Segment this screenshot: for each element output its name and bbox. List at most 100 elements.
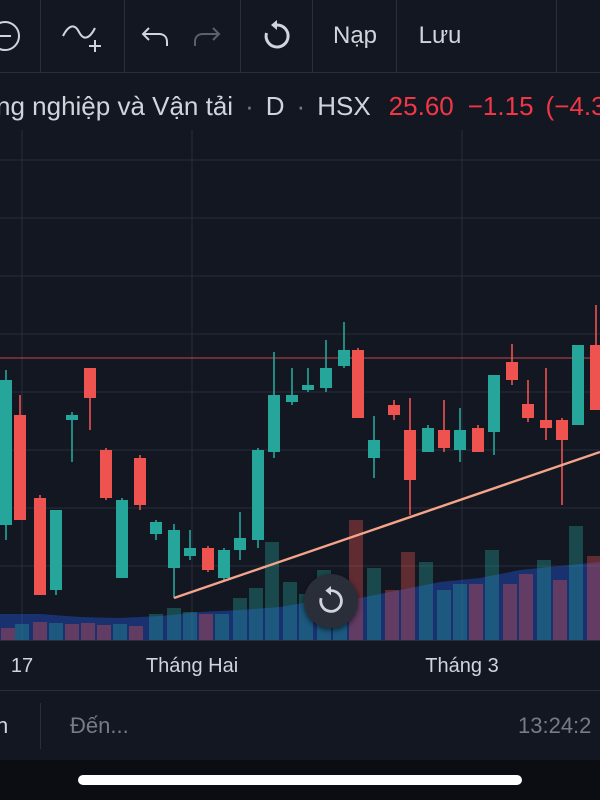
volume-bar: [401, 552, 415, 640]
candle-body: [234, 538, 246, 550]
volume-bar: [283, 582, 297, 640]
undo-icon[interactable]: [130, 0, 180, 72]
trendline: [173, 450, 600, 600]
volume-bar: [33, 622, 47, 640]
candle-body: [0, 380, 12, 525]
candle-body: [368, 440, 380, 458]
candle-body: [572, 345, 584, 425]
candle-body: [84, 368, 96, 398]
volume-bar: [129, 626, 143, 640]
price-change-percent: (−4.3: [545, 90, 600, 121]
volume-bar: [367, 568, 381, 640]
volume-bar: [249, 588, 263, 640]
clock-time: 13:24:2: [518, 713, 592, 738]
volume-bar: [167, 608, 181, 640]
volume-bar: [453, 584, 467, 640]
volume-bar: [569, 526, 583, 640]
exchange-label: HSX: [317, 90, 371, 121]
reload-icon[interactable]: [246, 0, 308, 72]
reset-chart-button[interactable]: [304, 574, 358, 628]
candle-body: [252, 450, 264, 540]
candle-body: [134, 458, 146, 505]
volume-bar: [15, 624, 29, 640]
candle-body: [268, 395, 280, 452]
candle-body: [168, 530, 180, 568]
reload-icon: [319, 585, 343, 613]
volume-bar: [233, 598, 247, 640]
volume-bar: [485, 550, 499, 640]
volume-bar: [65, 624, 79, 640]
range-label-partial[interactable]: n: [0, 713, 9, 738]
candle-body: [454, 430, 466, 450]
separator-dot: ·: [245, 90, 254, 121]
candle-body: [100, 450, 112, 498]
candle-body: [116, 500, 128, 578]
candle-body: [388, 405, 400, 415]
save-label: Lưu: [418, 22, 462, 49]
candle-body: [506, 362, 518, 380]
volume-bar: [265, 542, 279, 640]
volume-bar: [199, 614, 213, 640]
volume-bar: [519, 574, 533, 640]
candle-body: [286, 395, 298, 402]
interval-label: D: [265, 90, 285, 121]
candle-body: [556, 420, 568, 440]
candle-body: [404, 430, 416, 480]
candle-body: [150, 522, 162, 534]
volume-bar: [149, 614, 163, 640]
volume-bar: [113, 624, 127, 640]
time-axis: 17 Tháng Hai Tháng 3: [0, 640, 600, 691]
price-chart[interactable]: [0, 130, 600, 640]
candle-body: [422, 428, 434, 452]
candle-body: [438, 430, 450, 448]
candle-body: [184, 548, 196, 556]
candle-body: [472, 428, 484, 452]
volume-bar: [81, 623, 95, 640]
divider: [40, 703, 41, 749]
goto-date-button[interactable]: Đến...: [70, 713, 129, 738]
volume-bar: [419, 562, 433, 640]
volume-bar: [469, 584, 483, 640]
candle-body: [218, 550, 230, 578]
symbol-name: ng nghiệp và Vận tải: [0, 90, 234, 121]
candle-body: [522, 404, 534, 418]
candle-body: [590, 345, 600, 410]
volume-bar: [97, 625, 111, 640]
volume-bar: [587, 556, 600, 640]
volume-bar: [437, 590, 451, 640]
candle-body: [34, 498, 46, 595]
volume-bar: [385, 590, 399, 640]
candle-body: [66, 415, 78, 420]
x-tick-label: Tháng 3: [425, 655, 499, 677]
candle-body: [352, 350, 364, 418]
candle-body: [488, 375, 500, 432]
separator-dot: ·: [296, 90, 306, 121]
load-button[interactable]: Nạp: [318, 0, 392, 72]
price-change: −1.15: [467, 90, 534, 121]
chart-toolbar: Nạp Lưu: [0, 0, 600, 73]
symbol-title-bar[interactable]: ng nghiệp và Vận tải · D · HSX 25.60 −1.…: [0, 82, 600, 130]
add-circle-icon[interactable]: [0, 0, 40, 72]
volume-bar: [183, 612, 197, 640]
candle-body: [50, 510, 62, 590]
candle-body: [14, 415, 26, 520]
x-tick-label: 17: [10, 655, 34, 677]
home-indicator[interactable]: [78, 775, 522, 785]
last-price: 25.60: [388, 90, 454, 121]
candle-body: [302, 385, 314, 390]
bottom-bar: n Đến... 13:24:2: [0, 690, 600, 761]
volume-bar: [553, 580, 567, 640]
candle-body: [540, 420, 552, 428]
indicator-add-icon[interactable]: [44, 0, 122, 72]
candle-body: [202, 548, 214, 570]
load-label: Nạp: [332, 22, 378, 49]
x-tick-label: Tháng Hai: [145, 655, 239, 677]
volume-bar: [503, 584, 517, 640]
save-button[interactable]: Lưu: [402, 0, 478, 72]
candle-body: [320, 368, 332, 388]
volume-bar: [537, 560, 551, 640]
volume-bar: [215, 614, 229, 640]
volume-bar: [49, 623, 63, 640]
volume-bar: [1, 628, 15, 640]
redo-icon[interactable]: [182, 0, 232, 72]
